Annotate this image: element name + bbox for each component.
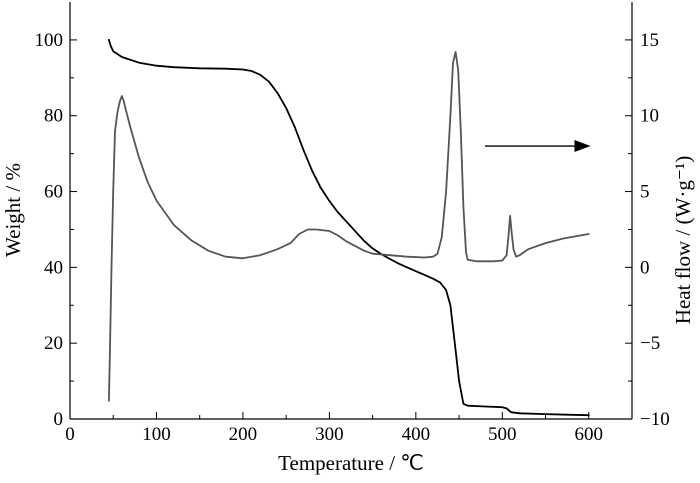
y-right-tick-label: 15: [640, 30, 659, 51]
y-left-tick-label: 40: [44, 257, 63, 278]
plot-frame: [69, 2, 633, 420]
y-right-tick-label: −10: [640, 409, 670, 430]
y-right-tick-label: −5: [640, 333, 660, 354]
annotation-group: [485, 140, 591, 153]
x-tick-label: 100: [142, 424, 171, 445]
y-left-axis-title: Weight / %: [1, 163, 25, 257]
x-tick-label: 500: [488, 424, 517, 445]
x-axis-title: Temperature / ℃: [278, 451, 424, 475]
y-right-tick-label: 5: [640, 182, 650, 203]
y-left-tick-label: 80: [44, 106, 63, 127]
x-tick-label: 300: [315, 424, 344, 445]
y-left-tick-label: 60: [44, 182, 63, 203]
y-right-tick-label: 0: [640, 257, 650, 278]
y-left-tick-label: 100: [35, 30, 64, 51]
weight-line: [108, 39, 590, 417]
x-tick-label: 200: [229, 424, 258, 445]
series-group: [108, 39, 590, 417]
x-tick-label: 0: [65, 424, 75, 445]
x-tick-label: 400: [402, 424, 431, 445]
y-right-axis-title: Heat flow / (W·g⁻¹): [671, 156, 695, 324]
arrow-head: [574, 140, 591, 153]
y-left-tick-label: 20: [44, 333, 63, 354]
heat-flow-line: [108, 51, 590, 402]
y-left-tick-label: 0: [54, 409, 64, 430]
x-tick-label: 600: [575, 424, 604, 445]
y-right-tick-label: 10: [640, 106, 659, 127]
ticks: 0 100 200 300 400 500 600 0 20 40 60 80 100 −10 −5 0 5 10…: [35, 30, 670, 445]
